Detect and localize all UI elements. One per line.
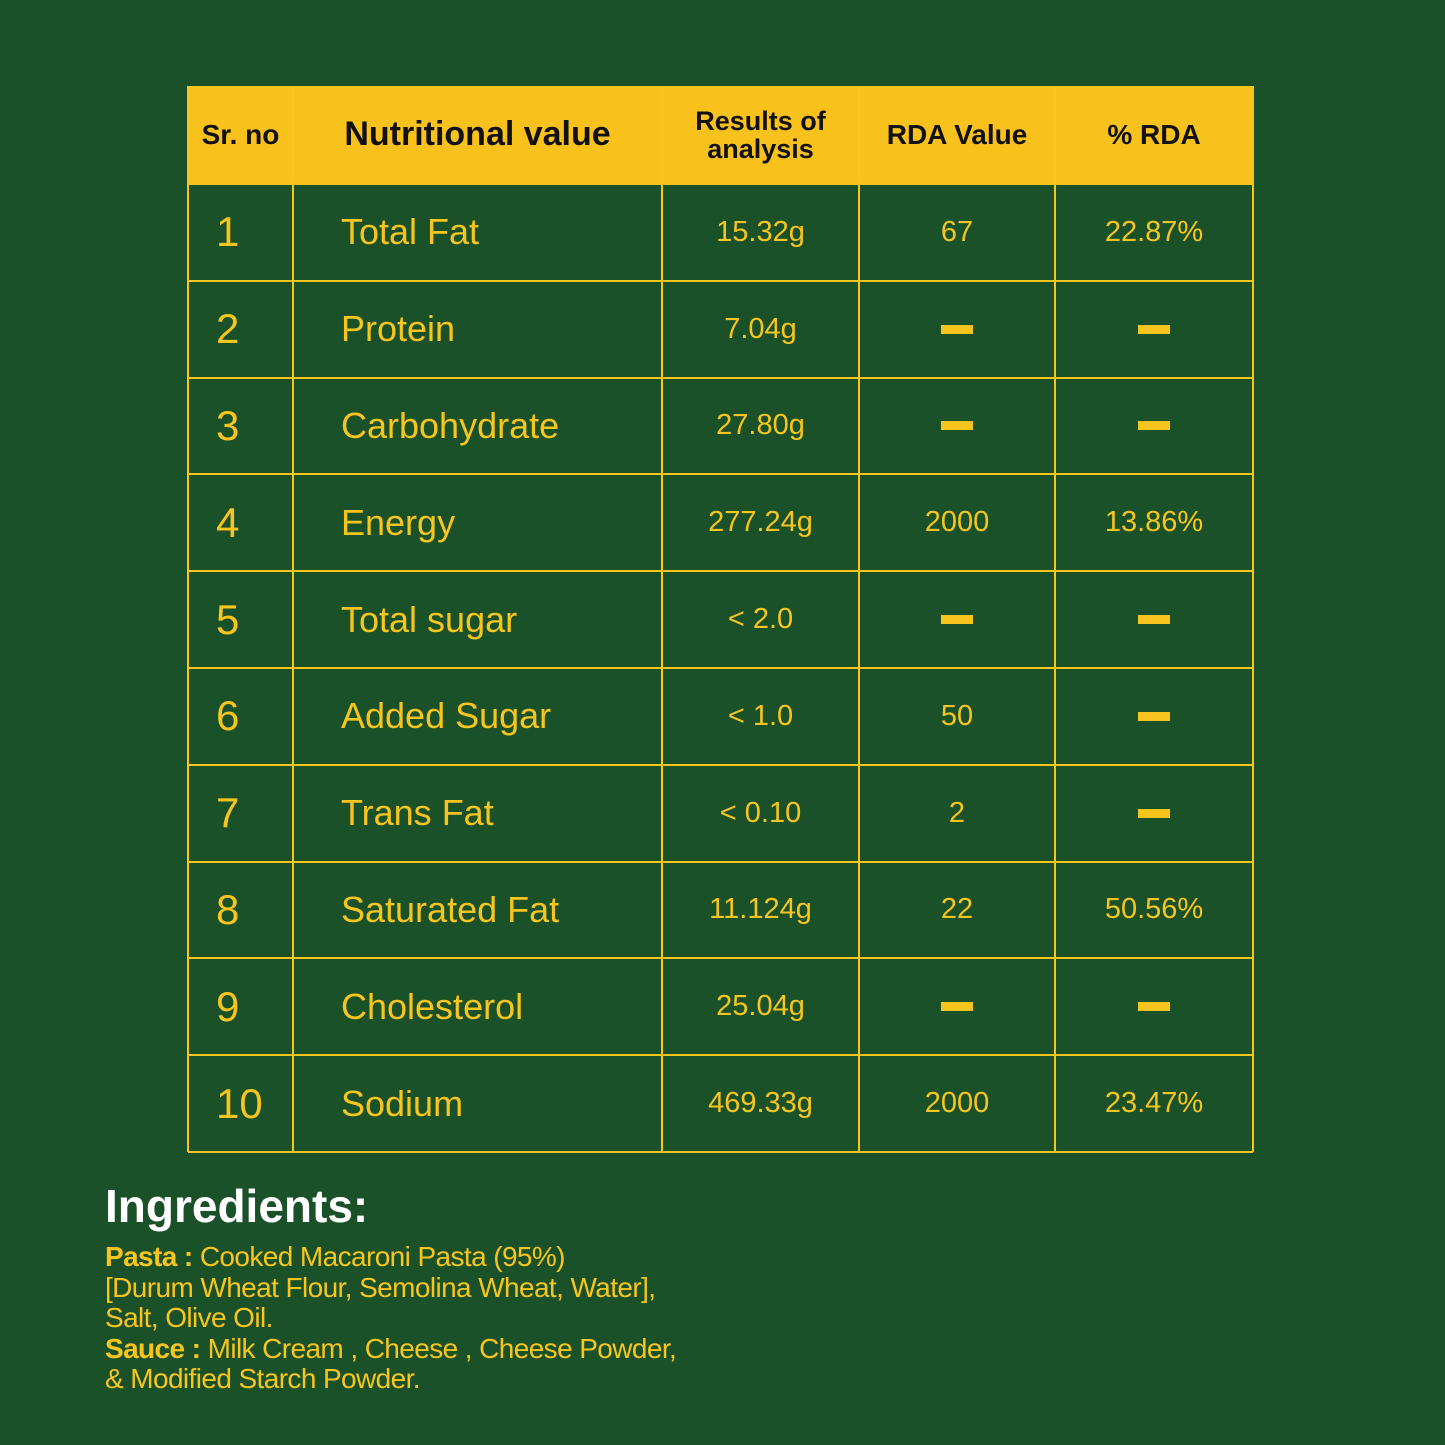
table-cell [1055,571,1253,668]
row-border [188,279,1253,282]
table-cell [859,958,1055,1055]
dash [1138,324,1170,334]
table-cell: Trans Fat [341,792,494,834]
row-border [188,957,1253,960]
table-cell [859,281,1055,378]
table-cell: Sodium [341,1082,464,1124]
ingredient-label: Sauce : [105,1332,201,1364]
dash [941,615,973,625]
table-cell: 277.24g [708,506,813,539]
row-border [188,183,1253,185]
table-cell: 10 [216,1079,263,1127]
ingredient-label: Pasta : [105,1241,193,1272]
table-cell: 2000 [924,506,990,539]
dash [941,324,973,334]
table-cell: Energy [341,501,456,543]
row-border [188,860,1253,863]
ingredient-line: Salt, Olive Oil. [105,1302,676,1334]
table-cell: Total sugar [341,598,518,640]
table-cell: < 2.0 [727,603,794,636]
header-cell: RDA Value [859,86,1055,184]
row-border [188,763,1253,766]
col-border [292,86,294,1152]
table-cell [1055,281,1253,378]
table-cell: 50 [940,699,974,732]
ingredient-line: & Modified Starch Powder. [105,1363,676,1395]
table-cell: Cholesterol [341,985,524,1027]
table-cell: 27.80g [716,409,805,442]
row-border [188,1151,1253,1153]
col-border [187,86,189,1152]
table-cell: 7.04g [724,312,797,345]
dash [1138,1002,1170,1012]
header-cell: % RDA [1055,86,1253,184]
table-cell: 8 [216,885,240,933]
row-border [188,570,1253,573]
table-cell: 3 [216,401,240,449]
table-cell: 25.04g [716,990,805,1023]
table-cell: 469.33g [708,1087,813,1120]
table-cell: 9 [216,982,240,1030]
ingredient-text: Salt, Olive Oil. [105,1302,273,1333]
table-cell: Carbohydrate [341,404,560,446]
table-cell: 23.47% [1104,1087,1204,1120]
row-border [188,473,1253,476]
ingredient-text: [Durum Wheat Flour, Semolina Wheat, Wate… [105,1271,656,1303]
header-cell: Sr. no [188,86,293,184]
table-cell: 7 [216,789,240,837]
table-cell: Saturated Fat [341,888,560,930]
header-cell: Results of analysis [662,86,859,184]
ingredients: Ingredients: Pasta : Cooked Macaroni Pas… [105,1178,677,1395]
ingredient-line: Sauce : Milk Cream , Cheese , Cheese Pow… [105,1332,677,1365]
table-cell: 2000 [924,1087,990,1120]
col-border [1252,86,1254,1152]
col-border [1054,86,1056,1152]
col-border [858,86,860,1152]
table-cell: 4 [216,498,240,546]
table-cell: 5 [216,595,240,643]
row-border [188,376,1253,379]
table-cell: 15.32g [716,215,805,248]
table-cell: Protein [341,308,456,350]
table-cell [859,378,1055,475]
table-cell: < 0.10 [719,796,802,829]
col-border [661,86,663,1152]
table-cell [1055,668,1253,765]
ingredient-line: Pasta : Cooked Macaroni Pasta (95%) [105,1241,676,1273]
row-border [188,667,1253,669]
table-cell: 22.87% [1104,215,1204,248]
table-cell [859,571,1055,668]
table-cell: 50.56% [1104,893,1204,926]
table-cell [1055,765,1253,862]
table-cell: 22 [940,893,974,926]
table-cell: 13.86% [1104,506,1204,539]
table-cell: 2 [948,796,966,829]
dash [1138,615,1170,625]
table-cell: Total Fat [341,211,480,253]
dash [1138,421,1170,431]
table-cell: < 1.0 [727,699,794,732]
dash [1138,711,1170,721]
top-border [188,86,1253,88]
ingredient-text: Milk Cream , Cheese , Cheese Powder, [207,1332,677,1364]
table-cell: 2 [216,305,240,353]
ingredient-line: [Durum Wheat Flour, Semolina Wheat, Wate… [105,1271,676,1304]
table-cell: 67 [940,215,974,248]
table-cell: Added Sugar [341,695,552,737]
ingredient-text: & Modified Starch Powder. [105,1363,421,1394]
table-cell: 6 [216,692,240,740]
ingredients-title: Ingredients: [105,1180,369,1232]
table-cell [1055,378,1253,475]
table-cell: 11.124g [709,893,812,926]
dash [941,1002,973,1012]
ingredient-text: Cooked Macaroni Pasta (95%) [199,1241,566,1272]
dash [1138,808,1170,818]
table-cell: 1 [216,208,240,256]
dash [941,421,973,431]
header-cell: Nutritional value [293,86,662,184]
table-cell [1055,958,1253,1055]
row-border [188,1054,1253,1057]
